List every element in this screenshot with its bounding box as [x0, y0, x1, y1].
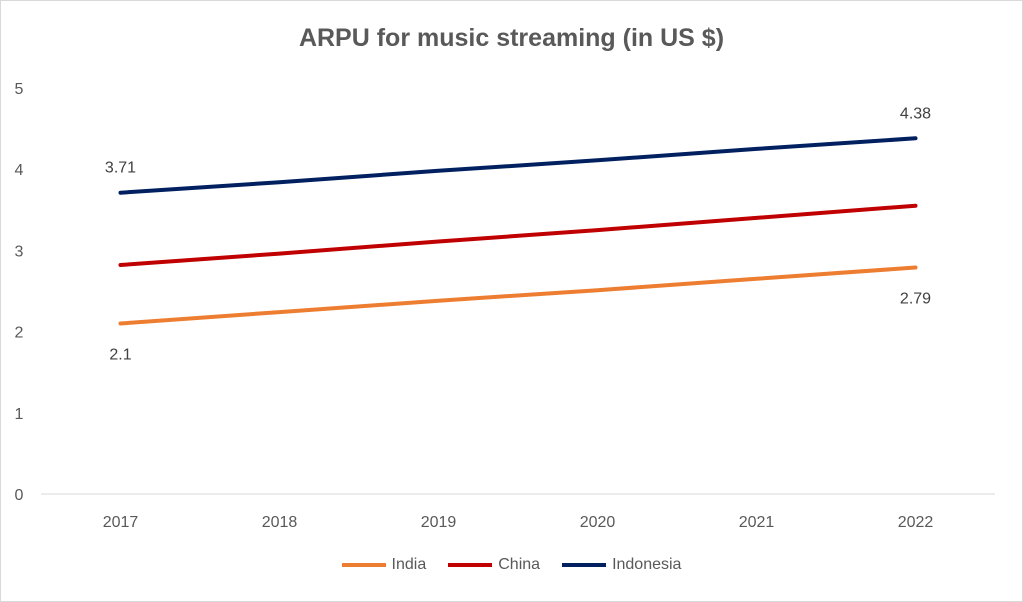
legend-label: Indonesia	[612, 556, 682, 573]
x-tick-label: 2021	[739, 514, 775, 531]
legend-label: China	[498, 556, 541, 573]
data-label: 2.1	[109, 346, 131, 363]
legend-swatch	[562, 563, 607, 567]
y-tick-label: 2	[15, 325, 24, 342]
y-tick-label: 0	[15, 487, 24, 504]
legend: India China Indonesia	[0, 556, 1023, 574]
data-label: 2.79	[900, 290, 931, 307]
x-tick-label: 2020	[580, 514, 616, 531]
y-tick-label: 4	[15, 162, 24, 179]
legend-item-china: China	[448, 556, 540, 574]
legend-swatch	[448, 563, 493, 567]
y-tick-label: 3	[15, 243, 24, 260]
series-line-indonesia	[118, 136, 918, 195]
y-tick-label: 5	[15, 81, 24, 98]
x-tick-label: 2018	[262, 514, 298, 531]
series-line-china	[118, 203, 918, 267]
chart-title: ARPU for music streaming (in US $)	[298, 24, 725, 52]
legend-item-indonesia: Indonesia	[562, 556, 681, 574]
x-tick-label: 2019	[421, 514, 457, 531]
y-tick-label: 1	[15, 406, 24, 423]
data-label: 3.71	[105, 160, 136, 177]
x-tick-label: 2022	[898, 514, 934, 531]
data-label: 4.38	[900, 105, 931, 122]
legend-label: India	[391, 556, 427, 573]
series-line-india	[118, 265, 918, 326]
legend-item-india: India	[341, 556, 427, 574]
legend-swatch	[341, 563, 386, 567]
x-tick-label: 2017	[103, 514, 139, 531]
